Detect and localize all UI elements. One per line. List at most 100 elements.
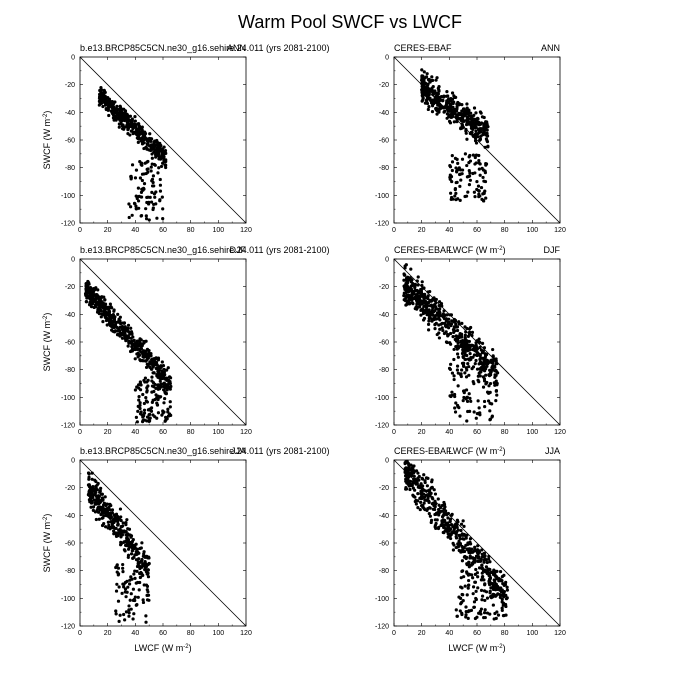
scatter-point: [128, 598, 132, 602]
scatter-points: [86, 471, 151, 624]
panel-right-title: JJA: [231, 446, 246, 456]
scatter-point: [116, 599, 121, 603]
scatter-point: [158, 189, 163, 193]
scatter-point: [160, 148, 164, 152]
scatter-point: [137, 395, 141, 399]
scatter-point: [121, 570, 125, 574]
scatter-point: [110, 521, 114, 525]
scatter-point: [142, 172, 146, 176]
scatter-point: [410, 287, 414, 292]
x-tick-label: 40: [131, 429, 139, 436]
scatter-point: [458, 198, 462, 202]
scatter-point: [482, 379, 487, 383]
scatter-point: [463, 152, 467, 156]
scatter-point: [130, 345, 134, 349]
x-tick-label: 0: [78, 429, 82, 436]
y-tick-label: -100: [375, 395, 389, 402]
scatter-point: [121, 521, 125, 525]
scatter-point: [480, 166, 484, 170]
scatter-point: [459, 522, 464, 526]
scatter-point: [452, 347, 456, 352]
scatter-point: [162, 367, 166, 372]
scatter-point: [152, 363, 156, 367]
scatter-point: [116, 312, 120, 316]
scatter-point: [409, 267, 413, 271]
scatter-panel-model-jja: 0 20 40 60 80 100 120 -120 -100 -80 -60 -40 -20 0 b.e1…: [42, 446, 330, 653]
scatter-point: [434, 94, 439, 98]
scatter-point: [430, 308, 435, 312]
x-tick-label: 20: [418, 227, 426, 234]
scatter-point: [99, 85, 103, 90]
scatter-point: [445, 313, 449, 317]
scatter-point: [465, 533, 469, 537]
scatter-point: [456, 161, 460, 166]
scatter-point: [121, 524, 125, 528]
scatter-point: [143, 559, 147, 564]
scatter-point: [144, 217, 149, 221]
scatter-point: [454, 191, 458, 195]
scatter-point: [475, 116, 480, 120]
scatter-point: [480, 341, 485, 346]
scatter-point: [486, 399, 491, 403]
scatter-point: [462, 107, 466, 111]
scatter-point: [413, 284, 417, 289]
scatter-point: [93, 489, 97, 493]
scatter-point: [480, 598, 484, 602]
scatter-point: [465, 163, 469, 168]
scatter-point: [413, 480, 417, 485]
y-tick-label: -80: [379, 367, 389, 374]
scatter-point: [474, 141, 479, 145]
scatter-point: [474, 133, 478, 138]
scatter-point: [484, 162, 489, 166]
scatter-point: [135, 552, 139, 556]
scatter-point: [482, 364, 486, 368]
scatter-point: [107, 113, 111, 118]
scatter-point: [86, 291, 90, 295]
scatter-point: [126, 120, 130, 124]
scatter-point: [100, 94, 104, 98]
scatter-point: [433, 512, 437, 517]
scatter-point: [103, 303, 107, 307]
scatter-point: [144, 365, 149, 370]
scatter-point: [426, 311, 430, 315]
scatter-point: [416, 283, 420, 287]
scatter-point: [101, 301, 105, 305]
scatter-point: [432, 317, 436, 322]
scatter-point: [421, 98, 425, 102]
scatter-point: [421, 74, 425, 78]
scatter-point: [137, 557, 141, 561]
scatter-point: [167, 385, 171, 389]
scatter-point: [472, 106, 477, 110]
scatter-point: [408, 295, 412, 299]
scatter-point: [448, 519, 452, 524]
scatter-point: [144, 565, 149, 569]
scatter-point: [160, 195, 164, 199]
scatter-point: [96, 288, 100, 292]
scatter-point: [447, 322, 452, 326]
scatter-point: [488, 409, 492, 413]
scatter-point: [136, 563, 141, 568]
scatter-point: [402, 291, 406, 295]
y-tick-label: -40: [65, 110, 75, 117]
scatter-point: [422, 318, 426, 322]
x-tick-label: 20: [104, 630, 112, 637]
scatter-point: [443, 518, 447, 523]
scatter-point: [450, 154, 454, 158]
scatter-point: [477, 121, 481, 125]
scatter-point: [477, 406, 481, 410]
scatter-point: [483, 179, 488, 184]
scatter-point: [448, 394, 452, 398]
scatter-point: [482, 616, 486, 620]
y-tick-label: 0: [385, 458, 389, 465]
scatter-point: [487, 557, 491, 561]
panel-right-title: ANN: [227, 43, 246, 53]
x-tick-label: 100: [526, 227, 538, 234]
scatter-point: [459, 576, 463, 580]
scatter-point: [438, 307, 442, 311]
scatter-point: [472, 381, 476, 386]
scatter-point: [167, 414, 171, 418]
scatter-point: [417, 297, 421, 301]
scatter-point: [105, 510, 109, 514]
scatter-point: [479, 557, 483, 561]
scatter-point: [113, 526, 117, 530]
